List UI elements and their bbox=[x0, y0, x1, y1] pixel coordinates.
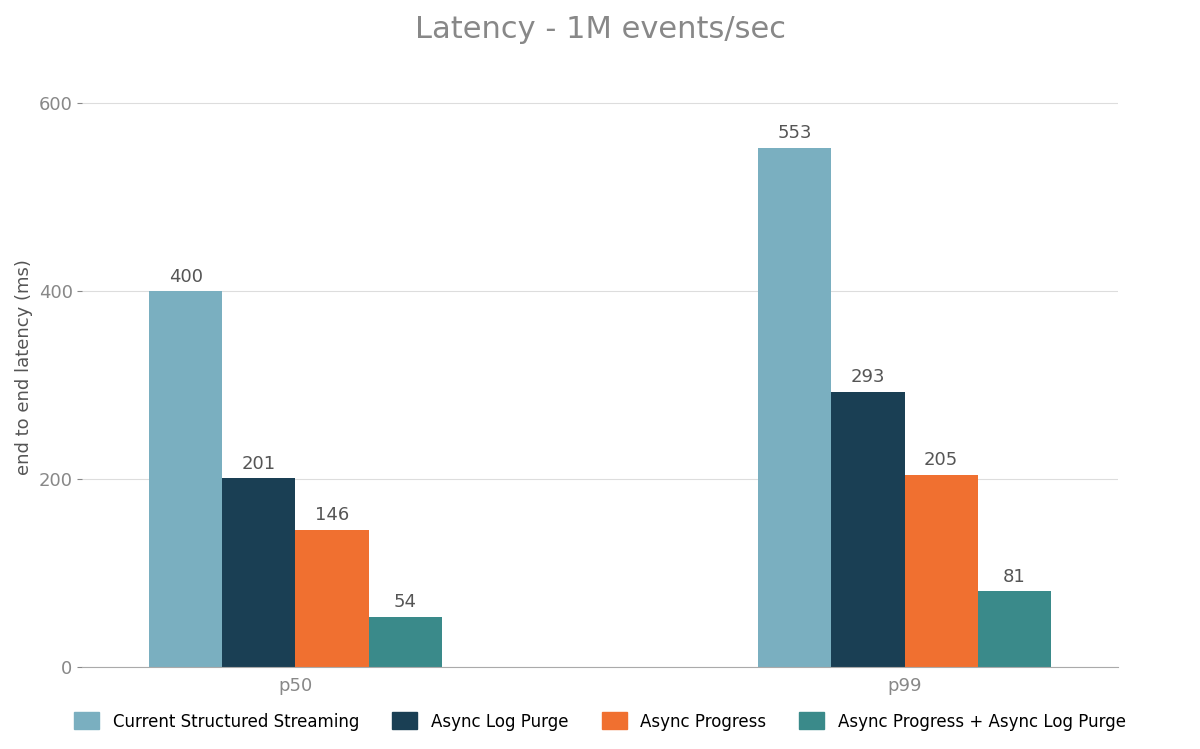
Bar bbox=[368, 616, 442, 667]
Bar bbox=[295, 530, 368, 667]
Text: 293: 293 bbox=[851, 369, 886, 386]
Text: 400: 400 bbox=[169, 267, 203, 285]
Text: 54: 54 bbox=[394, 593, 416, 611]
Bar bbox=[978, 591, 1051, 667]
Bar bbox=[149, 291, 222, 667]
Bar bbox=[905, 475, 978, 667]
Bar bbox=[222, 479, 295, 667]
Y-axis label: end to end latency (ms): end to end latency (ms) bbox=[16, 258, 34, 475]
Text: 553: 553 bbox=[778, 124, 812, 142]
Legend: Current Structured Streaming, Async Log Purge, Async Progress, Async Progress + : Current Structured Streaming, Async Log … bbox=[67, 706, 1133, 737]
Title: Latency - 1M events/sec: Latency - 1M events/sec bbox=[414, 15, 786, 44]
Bar bbox=[758, 148, 832, 667]
Bar bbox=[832, 392, 905, 667]
Text: 81: 81 bbox=[1003, 568, 1026, 586]
Text: 205: 205 bbox=[924, 451, 958, 469]
Text: 146: 146 bbox=[314, 506, 349, 524]
Text: 201: 201 bbox=[242, 455, 276, 473]
